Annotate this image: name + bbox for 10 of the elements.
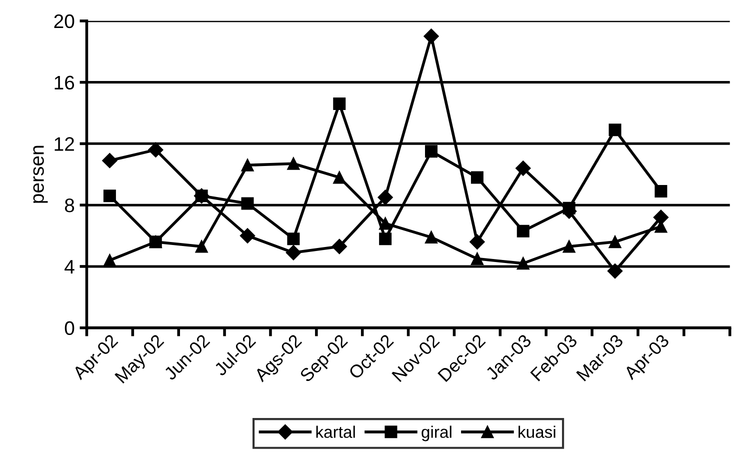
y-tick-label: 4 xyxy=(64,260,74,274)
y-tick-label: 8 xyxy=(64,198,74,212)
legend-label: kuasi xyxy=(518,426,556,438)
y-tick-label: 20 xyxy=(54,14,74,28)
legend-label: kartal xyxy=(316,426,355,438)
y-tick-label: 16 xyxy=(54,76,74,90)
y-tick-label: 12 xyxy=(54,137,74,151)
y-axis-title: persen xyxy=(33,146,48,203)
legend-label: giral xyxy=(422,426,452,442)
y-tick-label: 0 xyxy=(64,321,74,336)
